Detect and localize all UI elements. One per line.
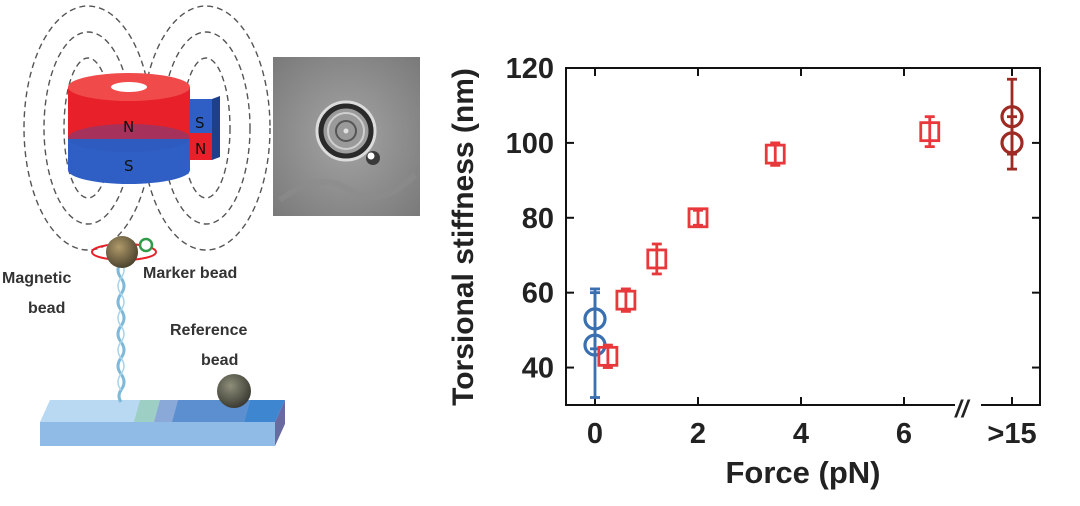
data-points [583, 77, 1024, 399]
x-axis: 0 2 4 6 >15 [587, 68, 1037, 450]
main-magnet [68, 73, 190, 184]
y-tick-label: 40 [522, 353, 554, 385]
data-point-square [764, 143, 786, 165]
axis-break-mark: // [954, 396, 971, 423]
x-axis-label: Force (pN) [726, 455, 881, 490]
x-tick-label: 6 [896, 418, 912, 450]
x-tick-label: >15 [987, 418, 1036, 450]
y-axis-label: Torsional stiffness (nm) [447, 68, 480, 406]
dna-tether [116, 261, 126, 403]
label-magnetic-bead-line1: Magnetic [2, 270, 71, 287]
data-point-circle [1000, 131, 1024, 155]
reference-bead [217, 374, 251, 408]
y-tick-label: 60 [522, 278, 554, 310]
magnet-main-n-label: N [123, 118, 134, 136]
plot-frame [565, 67, 1041, 406]
side-magnet [190, 96, 220, 160]
x-tick-label: 2 [690, 418, 706, 450]
magnet-side-s-label: S [195, 114, 205, 132]
y-axis: 40 60 80 100 120 [506, 53, 1040, 385]
label-reference-bead-line1: Reference [170, 322, 247, 339]
x-tick-label: 4 [793, 418, 809, 450]
marker-bead [138, 237, 154, 253]
y-tick-label: 80 [522, 203, 554, 235]
axis-break: // [954, 390, 981, 423]
label-reference-bead-line2: bead [201, 352, 238, 369]
chart: 40 60 80 100 120 0 2 4 6 >15 // Force (pN) Torsi… [447, 53, 1041, 490]
microscope-image [273, 57, 420, 216]
schematic: N S S N Magnetic bead Marker bead Refere… [2, 5, 285, 446]
surface-block [40, 400, 285, 446]
y-tick-label: 120 [506, 53, 554, 85]
data-point-square [919, 121, 941, 143]
data-point-square [646, 248, 668, 270]
x-tick-label: 0 [587, 418, 603, 450]
label-magnetic-bead-line2: bead [28, 300, 65, 317]
magnet-side-n-label: N [195, 140, 206, 158]
data-point-square [597, 345, 619, 367]
magnet-main-s-label: S [124, 157, 134, 175]
label-marker-bead: Marker bead [143, 265, 237, 282]
data-point-square [687, 207, 709, 229]
data-point-square [615, 289, 637, 311]
magnetic-bead [106, 236, 138, 268]
y-tick-label: 100 [506, 128, 554, 160]
